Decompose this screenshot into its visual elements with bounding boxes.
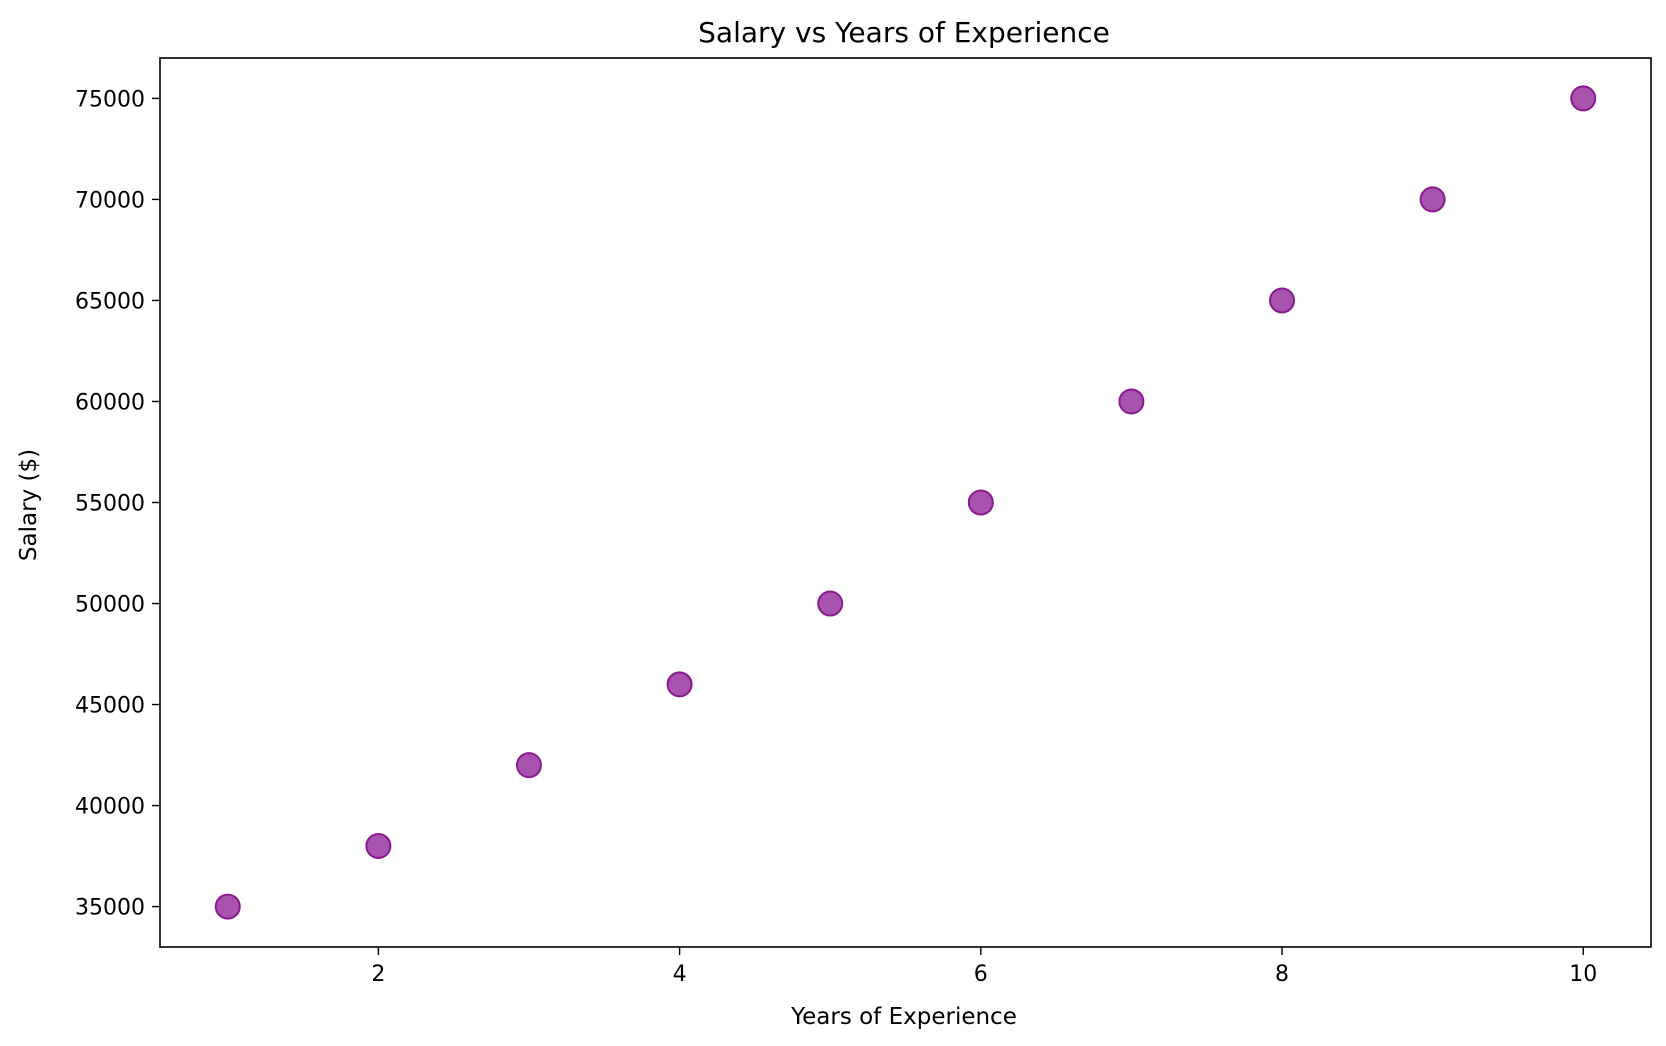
y-axis-ticks: 35000 40000 45000 50000 55000 60000 65000 70000… <box>75 87 160 921</box>
data-point <box>515 752 542 779</box>
y-tick-label: 65000 <box>75 289 145 314</box>
chart-title: Salary vs Years of Experience <box>698 16 1110 49</box>
y-tick-label: 75000 <box>75 87 145 112</box>
x-tick-label: 8 <box>1275 962 1289 987</box>
data-point <box>365 832 392 859</box>
y-tick-label: 70000 <box>75 188 145 213</box>
data-point <box>214 893 241 920</box>
y-tick-label: 60000 <box>75 390 145 415</box>
x-axis-title: Years of Experience <box>790 1004 1017 1030</box>
y-tick-label: 55000 <box>75 492 145 517</box>
data-point <box>1419 186 1446 213</box>
data-point <box>1570 85 1597 112</box>
data-point <box>666 671 693 698</box>
y-axis-title: Salary ($) <box>16 449 42 561</box>
x-tick-label: 4 <box>673 962 687 987</box>
scatter-points <box>214 85 1597 920</box>
plot-area-frame <box>159 57 1652 948</box>
data-point <box>967 489 994 516</box>
data-point <box>817 590 844 617</box>
y-tick-label: 40000 <box>75 795 145 820</box>
data-point <box>1269 287 1296 314</box>
data-point <box>1118 388 1145 415</box>
y-tick-label: 35000 <box>75 896 145 921</box>
x-tick-label: 6 <box>974 962 988 987</box>
x-tick-label: 10 <box>1569 962 1597 987</box>
y-tick-label: 50000 <box>75 593 145 618</box>
x-tick-label: 2 <box>371 962 385 987</box>
x-axis-ticks: 2 4 6 8 10 <box>371 947 1597 987</box>
y-tick-label: 45000 <box>75 694 145 719</box>
